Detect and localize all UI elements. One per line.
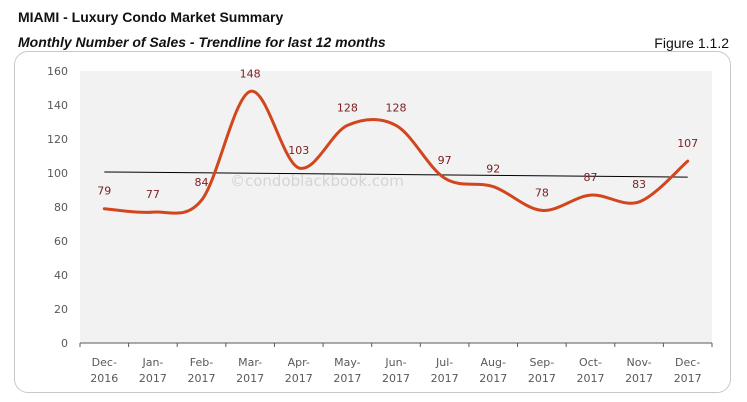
y-tick-label: 140 bbox=[47, 99, 68, 112]
y-tick-label: 100 bbox=[47, 167, 68, 180]
sales-series-line bbox=[102, 89, 690, 215]
data-label: 107 bbox=[677, 137, 698, 150]
x-tick-label: 2017 bbox=[674, 372, 702, 385]
x-tick-label: 2017 bbox=[479, 372, 507, 385]
x-tick-label: 2016 bbox=[90, 372, 118, 385]
data-label: 148 bbox=[240, 67, 261, 80]
data-label: 97 bbox=[438, 154, 452, 167]
data-label: 92 bbox=[486, 163, 500, 176]
chart-frame bbox=[14, 51, 731, 393]
x-tick-label: Jan- bbox=[141, 356, 163, 369]
watermark: ©condoblackbook.com bbox=[230, 172, 404, 190]
data-label: 103 bbox=[288, 144, 309, 157]
plot-area bbox=[80, 71, 712, 343]
data-label: 87 bbox=[583, 171, 597, 184]
x-axis: Dec- 2016 Jan- 2017 Feb- 2017 Mar- 2017 Apr- 2017… bbox=[79, 342, 713, 385]
y-tick-label: 160 bbox=[47, 65, 68, 78]
y-tick-label: 40 bbox=[54, 269, 68, 282]
x-tick-label: Mar- bbox=[238, 356, 262, 369]
x-tick-label: Jun- bbox=[384, 356, 406, 369]
y-tick-label: 120 bbox=[47, 133, 68, 146]
x-tick-label: Oct- bbox=[579, 356, 602, 369]
x-tick-label: Jul- bbox=[435, 356, 453, 369]
chart-title: MIAMI - Luxury Condo Market Summary bbox=[18, 9, 284, 25]
y-tick-label: 20 bbox=[54, 303, 68, 316]
data-label: 128 bbox=[337, 101, 358, 114]
x-tick-label: Apr- bbox=[288, 356, 310, 369]
y-tick-label: 80 bbox=[54, 201, 68, 214]
x-tick-label: Sep- bbox=[529, 356, 554, 369]
data-label: 128 bbox=[386, 101, 407, 114]
x-tick-label: 2017 bbox=[625, 372, 653, 385]
data-label: 79 bbox=[97, 185, 111, 198]
data-labels: 79 77 84 148 103 128 128 97 92 78 87 83 107 bbox=[97, 67, 698, 201]
trendline bbox=[104, 171, 688, 178]
x-tick-label: 2017 bbox=[333, 372, 361, 385]
chart-subtitle: Monthly Number of Sales - Trendline for … bbox=[18, 34, 386, 50]
y-tick-label: 60 bbox=[54, 235, 68, 248]
x-tick-label: 2017 bbox=[188, 372, 216, 385]
x-tick-label: Aug- bbox=[481, 356, 506, 369]
x-tick-label: 2017 bbox=[431, 372, 459, 385]
x-tick-label: 2017 bbox=[139, 372, 167, 385]
data-label: 84 bbox=[195, 176, 209, 189]
x-tick-label: 2017 bbox=[528, 372, 556, 385]
x-tick-label: Dec- bbox=[675, 356, 700, 369]
data-label: 78 bbox=[535, 186, 549, 199]
x-tick-label: 2017 bbox=[576, 372, 604, 385]
x-tick-label: 2017 bbox=[285, 372, 313, 385]
figure-label: Figure 1.1.2 bbox=[654, 35, 729, 51]
data-label: 77 bbox=[146, 188, 160, 201]
x-tick-label: 2017 bbox=[382, 372, 410, 385]
x-tick-label: Feb- bbox=[190, 356, 213, 369]
x-tick-label: Nov- bbox=[626, 356, 651, 369]
y-axis: 0 20 40 60 80 100 120 140 160 bbox=[47, 65, 68, 350]
x-tick-label: Dec- bbox=[92, 356, 117, 369]
data-label: 83 bbox=[632, 178, 646, 191]
x-tick-label: May- bbox=[334, 356, 361, 369]
x-tick-label: 2017 bbox=[236, 372, 264, 385]
y-tick-label: 0 bbox=[61, 337, 68, 350]
